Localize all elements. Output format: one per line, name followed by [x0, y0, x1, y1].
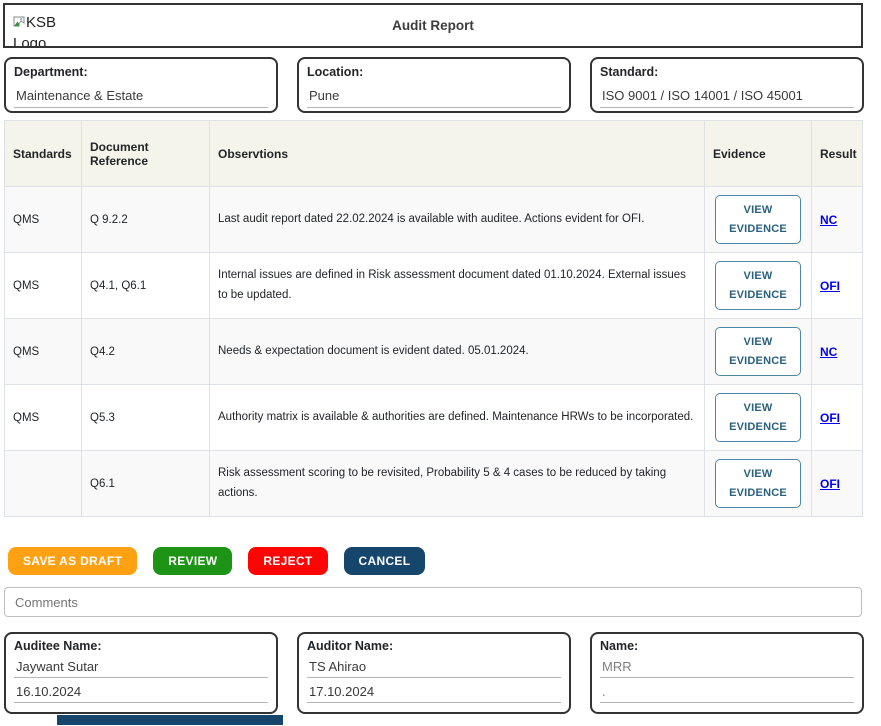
info-field-box: Location: Pune: [297, 57, 571, 113]
cell-observation: Risk assessment scoring to be revisited,…: [210, 451, 705, 517]
signature-box: Name: MRR .: [590, 632, 864, 714]
bottom-partial-bar: [57, 715, 283, 725]
broken-image-icon: [13, 16, 25, 28]
comments-input[interactable]: [4, 587, 862, 617]
info-field-label: Location:: [307, 65, 561, 79]
view-evidence-button[interactable]: VIEW EVIDENCE: [715, 195, 801, 244]
broken-logo-image: KSB Logo: [13, 12, 65, 48]
view-evidence-button[interactable]: VIEW EVIDENCE: [715, 459, 801, 508]
view-evidence-button[interactable]: VIEW EVIDENCE: [715, 261, 801, 310]
cell-doc-reference: Q6.1: [82, 451, 210, 517]
result-link[interactable]: OFI: [820, 411, 840, 425]
signature-label: Name:: [600, 639, 854, 653]
action-buttons-row: SAVE AS DRAFT REVIEW REJECT CANCEL: [8, 547, 881, 575]
cell-doc-reference: Q4.1, Q6.1: [82, 253, 210, 319]
cell-evidence: VIEW EVIDENCE: [705, 385, 812, 451]
info-field-box: Standard: ISO 9001 / ISO 14001 / ISO 450…: [590, 57, 864, 113]
signature-date[interactable]: 17.10.2024: [307, 684, 561, 703]
signature-box: Auditee Name: Jaywant Sutar 16.10.2024: [4, 632, 278, 714]
signature-label: Auditor Name:: [307, 639, 561, 653]
signature-date[interactable]: 16.10.2024: [14, 684, 268, 703]
signature-name[interactable]: MRR: [600, 659, 854, 678]
table-header-row: Standards Document Reference Observtions…: [5, 121, 863, 187]
table-row: QMS Q4.2 Needs & expectation document is…: [5, 319, 863, 385]
cell-observation: Authority matrix is available & authorit…: [210, 385, 705, 451]
info-field-label: Standard:: [600, 65, 854, 79]
cell-standard: QMS: [5, 319, 82, 385]
action-button[interactable]: CANCEL: [344, 547, 426, 575]
info-field-label: Department:: [14, 65, 268, 79]
cell-standard: [5, 451, 82, 517]
result-link[interactable]: NC: [820, 345, 837, 359]
cell-observation: Needs & expectation document is evident …: [210, 319, 705, 385]
cell-result: OFI: [812, 385, 863, 451]
cell-evidence: VIEW EVIDENCE: [705, 451, 812, 517]
info-field-value[interactable]: ISO 9001 / ISO 14001 / ISO 45001: [600, 88, 854, 108]
page-title: Audit Report: [392, 18, 474, 33]
cell-standard: QMS: [5, 385, 82, 451]
table-row: QMS Q4.1, Q6.1 Internal issues are defin…: [5, 253, 863, 319]
signature-date[interactable]: .: [600, 684, 854, 703]
info-field-value[interactable]: Maintenance & Estate: [14, 88, 268, 108]
column-header-observations: Observtions: [210, 121, 705, 187]
cell-evidence: VIEW EVIDENCE: [705, 319, 812, 385]
column-header-doc-reference: Document Reference: [82, 121, 210, 187]
action-button[interactable]: REVIEW: [153, 547, 232, 575]
cell-doc-reference: Q5.3: [82, 385, 210, 451]
observations-table: Standards Document Reference Observtions…: [4, 120, 863, 517]
cell-standard: QMS: [5, 253, 82, 319]
column-header-result: Result: [812, 121, 863, 187]
info-fields-row: Department: Maintenance & Estate Locatio…: [4, 57, 864, 113]
signature-label: Auditee Name:: [14, 639, 268, 653]
column-header-evidence: Evidence: [705, 121, 812, 187]
action-button[interactable]: REJECT: [248, 547, 327, 575]
info-field-box: Department: Maintenance & Estate: [4, 57, 278, 113]
report-header: KSB Logo Audit Report: [3, 3, 863, 48]
result-link[interactable]: OFI: [820, 279, 840, 293]
view-evidence-button[interactable]: VIEW EVIDENCE: [715, 327, 801, 376]
cell-evidence: VIEW EVIDENCE: [705, 187, 812, 253]
cell-result: NC: [812, 319, 863, 385]
info-field-value[interactable]: Pune: [307, 88, 561, 108]
column-header-standards: Standards: [5, 121, 82, 187]
result-link[interactable]: NC: [820, 213, 837, 227]
table-row: Q6.1 Risk assessment scoring to be revis…: [5, 451, 863, 517]
cell-doc-reference: Q4.2: [82, 319, 210, 385]
action-button[interactable]: SAVE AS DRAFT: [8, 547, 137, 575]
cell-doc-reference: Q 9.2.2: [82, 187, 210, 253]
cell-evidence: VIEW EVIDENCE: [705, 253, 812, 319]
table-row: QMS Q5.3 Authority matrix is available &…: [5, 385, 863, 451]
view-evidence-button[interactable]: VIEW EVIDENCE: [715, 393, 801, 442]
signature-name[interactable]: TS Ahirao: [307, 659, 561, 678]
cell-observation: Last audit report dated 22.02.2024 is av…: [210, 187, 705, 253]
result-link[interactable]: OFI: [820, 477, 840, 491]
signature-box: Auditor Name: TS Ahirao 17.10.2024: [297, 632, 571, 714]
cell-observation: Internal issues are defined in Risk asse…: [210, 253, 705, 319]
cell-result: NC: [812, 187, 863, 253]
cell-result: OFI: [812, 451, 863, 517]
cell-standard: QMS: [5, 187, 82, 253]
table-row: QMS Q 9.2.2 Last audit report dated 22.0…: [5, 187, 863, 253]
signatures-row: Auditee Name: Jaywant Sutar 16.10.2024 A…: [4, 632, 864, 714]
signature-name[interactable]: Jaywant Sutar: [14, 659, 268, 678]
cell-result: OFI: [812, 253, 863, 319]
